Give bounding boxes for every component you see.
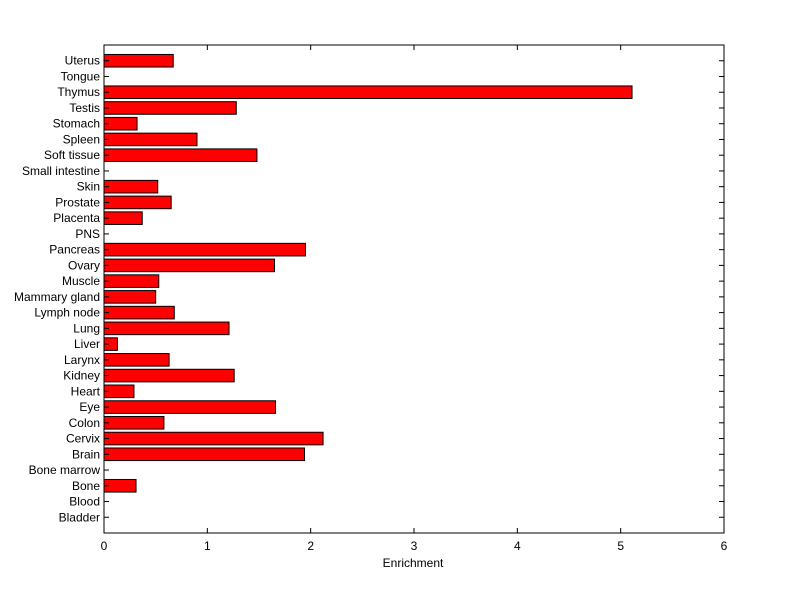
category-label: Liver: [74, 337, 100, 351]
category-label: Bladder: [59, 510, 100, 524]
bar-prostate: [103, 195, 172, 210]
bar-ovary: [103, 258, 275, 273]
category-label: Bone: [72, 479, 100, 493]
category-label: Placenta: [53, 211, 100, 225]
category-label: Colon: [69, 416, 100, 430]
category-label: Mammary gland: [14, 290, 100, 304]
bar-soft-tissue: [103, 148, 258, 162]
category-label: Bone marrow: [29, 463, 101, 477]
plot-frame: [103, 44, 725, 534]
bar-colon: [103, 416, 165, 430]
x-tick-label: 6: [721, 539, 728, 553]
bar-cervix: [103, 431, 324, 446]
category-label: Muscle: [62, 274, 100, 288]
category-label: Blood: [69, 495, 100, 509]
category-label: Skin: [77, 180, 100, 194]
bar-lymph-node: [103, 305, 175, 320]
category-label: Larynx: [64, 353, 100, 367]
category-label: Uterus: [65, 54, 100, 68]
bar-muscle: [103, 274, 160, 288]
category-label: Stomach: [53, 117, 100, 131]
bar-brain: [103, 447, 305, 462]
bar-eye: [103, 400, 277, 414]
x-tick-label: 4: [514, 539, 521, 553]
bar-thymus: [103, 85, 633, 100]
x-tick-label: 3: [411, 539, 418, 553]
bar-spleen: [103, 132, 198, 147]
category-label: Heart: [71, 384, 101, 398]
category-label: Kidney: [63, 369, 100, 383]
bar-uterus: [103, 53, 174, 68]
category-label: Spleen: [63, 132, 100, 146]
category-label: Brain: [72, 447, 100, 461]
bar-testis: [103, 101, 237, 115]
category-label: Thymus: [57, 85, 100, 99]
x-tick-labels-group: 0 1 2 3 4 5 6: [101, 539, 728, 553]
category-label: Ovary: [68, 258, 100, 272]
bar-lung: [103, 321, 230, 336]
x-tick-label: 2: [307, 539, 314, 553]
category-label: Cervix: [66, 432, 100, 446]
x-tick-label: 0: [101, 539, 108, 553]
bar-placenta: [103, 211, 143, 225]
category-label: Lymph node: [34, 306, 100, 320]
category-label: Prostate: [55, 195, 100, 209]
category-label: Lung: [73, 321, 100, 335]
category-label: Testis: [69, 101, 100, 115]
category-label: PNS: [75, 227, 100, 241]
bar-skin: [103, 179, 159, 194]
bar-kidney: [103, 368, 235, 383]
bar-mammary-gland: [103, 290, 157, 304]
category-label: Eye: [79, 400, 100, 414]
category-label: Pancreas: [49, 243, 100, 257]
bar-larynx: [103, 353, 170, 367]
x-tick-label: 5: [617, 539, 624, 553]
bar-pancreas: [103, 242, 306, 257]
category-label: Tongue: [61, 69, 101, 83]
x-tick-label: 1: [204, 539, 211, 553]
category-label: Soft tissue: [44, 148, 100, 162]
x-axis-title: Enrichment: [383, 556, 444, 570]
category-label: Small intestine: [22, 164, 100, 178]
